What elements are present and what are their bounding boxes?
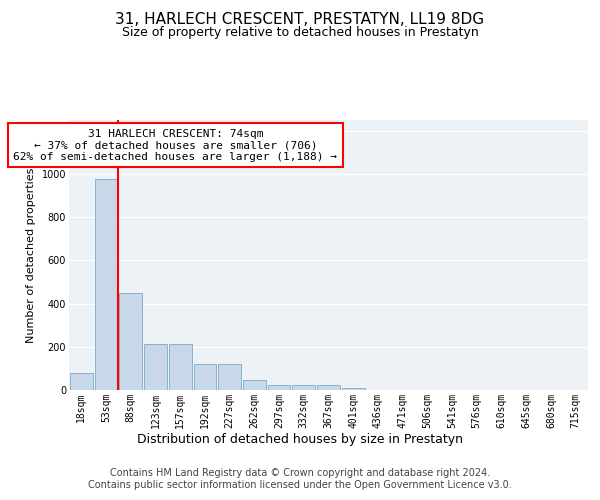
Bar (119, 293, 142, 390)
Text: Size of property relative to detached houses in Prestatyn: Size of property relative to detached ho… (122, 26, 478, 39)
Y-axis label: Number of detached properties: Number of detached properties (26, 168, 36, 342)
Bar (317, 385, 340, 390)
Text: Contains HM Land Registry data © Crown copyright and database right 2024.: Contains HM Land Registry data © Crown c… (110, 468, 490, 477)
Bar (243, 380, 266, 390)
Bar (194, 364, 216, 390)
Text: 31 HARLECH CRESCENT: 74sqm
← 37% of detached houses are smaller (706)
62% of sem: 31 HARLECH CRESCENT: 74sqm ← 37% of deta… (13, 128, 337, 162)
Text: Contains public sector information licensed under the Open Government Licence v3: Contains public sector information licen… (88, 480, 512, 490)
Bar (342, 388, 365, 390)
Bar (70, 372, 93, 390)
Bar (292, 385, 315, 390)
Bar (169, 344, 191, 390)
Text: Distribution of detached houses by size in Prestatyn: Distribution of detached houses by size … (137, 432, 463, 446)
Text: 31, HARLECH CRESCENT, PRESTATYN, LL19 8DG: 31, HARLECH CRESCENT, PRESTATYN, LL19 8D… (115, 12, 485, 28)
Bar (144, 344, 167, 390)
Bar (268, 384, 290, 390)
Bar (218, 364, 241, 390)
Bar (95, 180, 118, 390)
